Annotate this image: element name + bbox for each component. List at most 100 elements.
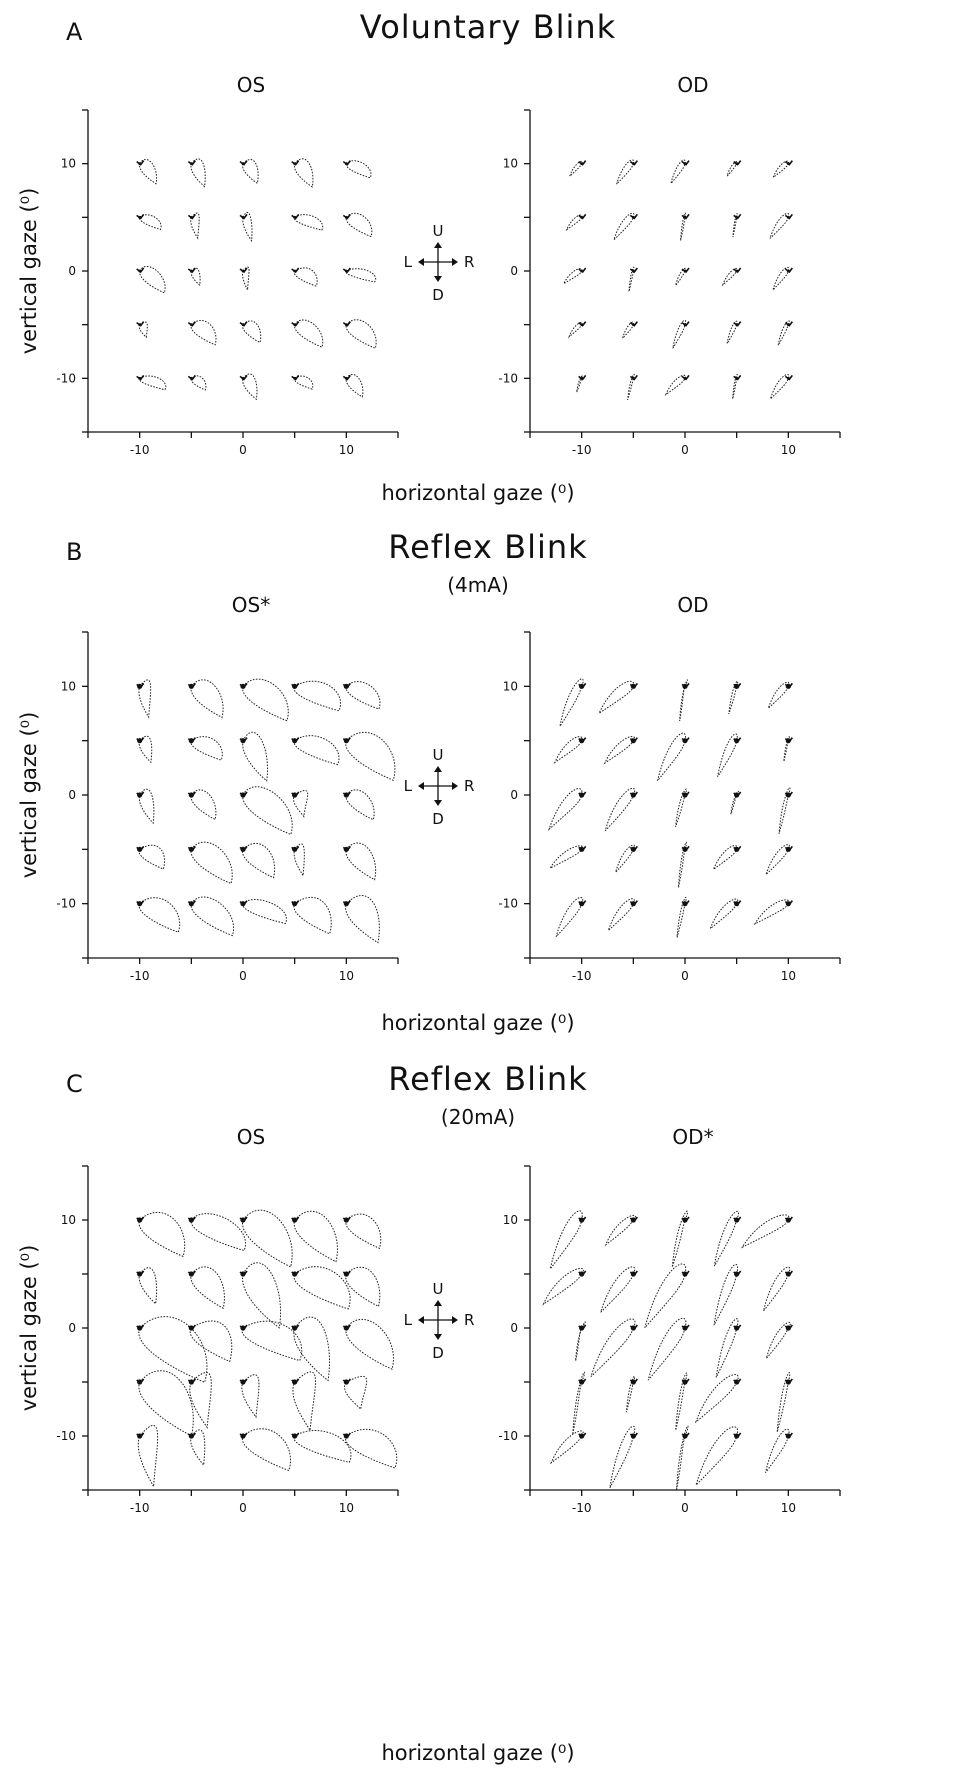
trace-start-mark: [629, 213, 638, 220]
gaze-trace: [190, 736, 223, 761]
fixation-point: [682, 1433, 688, 1439]
fixation-point: [682, 1379, 688, 1385]
gaze-trace: [293, 1316, 330, 1382]
gaze-trace: [345, 895, 380, 944]
fixation-point: [344, 269, 348, 273]
fixation-point: [138, 215, 142, 219]
fixation-point: [580, 215, 584, 219]
gaze-trace: [242, 678, 289, 722]
y-tick-label: -10: [498, 371, 518, 385]
gaze-trace: [644, 1263, 687, 1329]
y-tick-label: -10: [56, 371, 76, 385]
compass-up-label: U: [433, 1280, 444, 1298]
fixation-point: [137, 1271, 143, 1277]
fixation-point: [735, 323, 739, 327]
x-tick-label: -10: [572, 443, 592, 457]
fixation-point: [240, 792, 246, 798]
gaze-trace: [292, 1371, 316, 1432]
fixation-point: [240, 683, 246, 689]
gaze-trace: [765, 1321, 791, 1359]
arrow-left-icon: [418, 1316, 424, 1324]
fixation-point: [786, 269, 790, 273]
gaze-trace: [548, 845, 584, 870]
fixation-point: [785, 901, 791, 907]
fixation-point: [580, 376, 584, 380]
y-tick-label: 10: [503, 1213, 518, 1227]
gaze-trace: [293, 735, 340, 766]
fixation-point: [138, 269, 142, 273]
y-tick-label: 10: [503, 157, 518, 171]
fixation-point: [579, 846, 585, 852]
compass-left-label: L: [404, 777, 413, 795]
x-tick-label: 0: [681, 1501, 689, 1515]
fixation-point: [293, 323, 297, 327]
gaze-trace: [138, 1211, 186, 1258]
gaze-trace: [713, 1264, 739, 1326]
trace-start-mark: [187, 160, 196, 166]
plot-B-right: OD -10 0 10 -10 0 10: [498, 593, 841, 983]
trace-start-mark: [784, 321, 793, 327]
gaze-trace: [189, 1372, 212, 1429]
plot-title: OD: [677, 593, 708, 617]
fixation-point: [241, 162, 245, 166]
fixation-point: [580, 269, 584, 273]
trace-start-mark: [629, 160, 638, 166]
fixation-point: [682, 738, 688, 744]
y-axis-label: vertical gaze (⁰): [17, 1245, 41, 1412]
arrow-up-icon: [434, 766, 442, 772]
fixation-point: [580, 162, 584, 166]
gaze-trace: [345, 212, 373, 238]
panel-letter: A: [66, 18, 83, 46]
gaze-trace: [242, 266, 250, 292]
gaze-trace: [139, 265, 166, 294]
trace-start-mark: [784, 160, 793, 166]
gaze-trace: [242, 899, 287, 925]
fixation-point: [785, 1325, 791, 1331]
fixation-point: [785, 792, 791, 798]
gaze-trace: [712, 845, 738, 871]
trace-start-mark: [733, 267, 742, 274]
fixation-point: [188, 901, 194, 907]
x-tick-label: 0: [239, 443, 247, 457]
trace-start-mark: [342, 267, 351, 274]
gaze-trace: [679, 679, 688, 722]
fixation-point: [630, 738, 636, 744]
gaze-trace: [293, 158, 314, 188]
fixation-point: [343, 846, 349, 852]
fixation-point: [292, 1433, 298, 1439]
fixation-point: [292, 1379, 298, 1385]
trace-start-mark: [578, 374, 587, 381]
fixation-point: [630, 1325, 636, 1331]
fixation-point: [579, 1271, 585, 1277]
y-tick-label: 0: [510, 1321, 518, 1335]
fixation-point: [293, 269, 297, 273]
x-tick-label: 0: [239, 969, 247, 983]
fixation-point: [786, 215, 790, 219]
gaze-trace: [671, 1210, 689, 1268]
arrow-right-icon: [452, 258, 458, 266]
fixation-point: [188, 683, 194, 689]
fixation-point: [343, 1217, 349, 1223]
fixation-point: [189, 215, 193, 219]
fixation-point: [241, 269, 245, 273]
y-tick-label: -10: [56, 1429, 76, 1443]
y-tick-label: 0: [68, 264, 76, 278]
panel-title: Voluntary Blink: [360, 8, 616, 46]
trace-start-mark: [681, 213, 690, 220]
trace-start-mark: [291, 213, 300, 220]
fixation-point: [292, 1217, 298, 1223]
fixation-point: [344, 376, 348, 380]
fixation-point: [579, 792, 585, 798]
fixation-point: [682, 792, 688, 798]
fixation-point: [240, 738, 246, 744]
gaze-trace: [765, 1428, 790, 1473]
fixation-point: [785, 1433, 791, 1439]
panel-letter: C: [66, 1070, 83, 1098]
trace-start-mark: [342, 321, 351, 327]
gaze-trace: [628, 266, 635, 292]
gaze-trace: [241, 1320, 303, 1362]
fixation-point: [735, 376, 739, 380]
gaze-trace: [241, 1428, 291, 1472]
gaze-trace: [190, 841, 233, 885]
fixation-point: [293, 376, 297, 380]
